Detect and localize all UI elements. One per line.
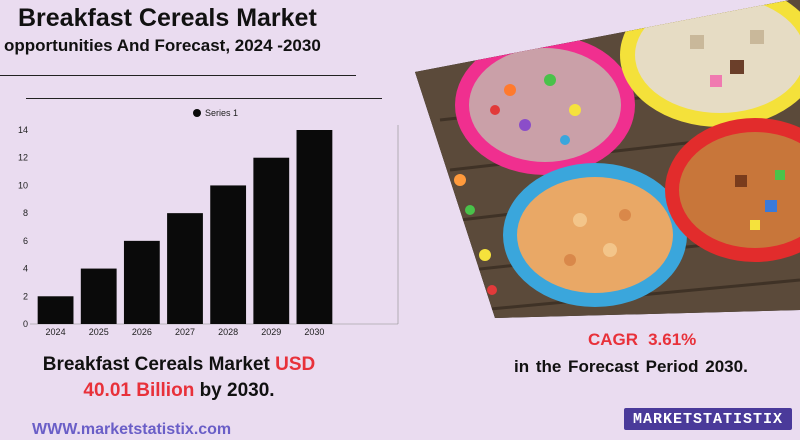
- chart-top-divider: [26, 98, 382, 99]
- page-subtitle: opportunities And Forecast, 2024 -2030: [4, 36, 321, 55]
- bar: [123, 240, 160, 324]
- headline-suffix: by 2030.: [194, 380, 275, 401]
- legend-marker: [193, 109, 201, 117]
- bar-chart: 0 2 4 6 8 10 12 14 2024 2025 2026 2027 2028 2029 2030 S…: [18, 108, 399, 337]
- x-tick-label: 2029: [261, 327, 281, 337]
- cereal-bowls-photo: [415, 0, 800, 318]
- y-tick-label: 6: [23, 236, 28, 246]
- bar: [37, 296, 74, 324]
- bar: [253, 157, 290, 324]
- x-tick-label: 2027: [175, 327, 195, 337]
- y-tick-label: 4: [23, 264, 28, 274]
- forecast-period-text: in the Forecast Period 2030.: [514, 357, 748, 376]
- market-value-headline: Breakfast Cereals Market USD 40.01 Billi…: [26, 352, 332, 404]
- brand-logo: MARKETSTATISTIX: [624, 408, 792, 430]
- x-tick-label: 2026: [132, 327, 152, 337]
- page-title: Breakfast Cereals Market: [18, 4, 317, 32]
- logo-text: MARKETSTATISTIX: [632, 410, 784, 428]
- headline-value: 40.01 Billion: [83, 380, 195, 401]
- bar: [167, 213, 203, 324]
- bar: [80, 268, 117, 324]
- y-tick-label: 14: [18, 125, 28, 135]
- headline-currency: USD: [275, 354, 316, 375]
- cagr-label: CAGR: [588, 330, 639, 349]
- x-tick-label: 2025: [89, 327, 109, 337]
- cagr-line: CAGR 3.61%: [588, 330, 696, 350]
- bar: [210, 185, 247, 324]
- y-tick-label: 8: [23, 208, 28, 218]
- x-tick-label: 2028: [218, 327, 238, 337]
- x-tick-label: 2024: [46, 327, 66, 337]
- y-tick-label: 2: [23, 291, 28, 301]
- x-tick-label: 2030: [304, 327, 324, 337]
- y-tick-label: 12: [18, 153, 28, 163]
- title-divider: [0, 75, 356, 76]
- legend-label: Series 1: [205, 108, 238, 118]
- y-tick-label: 0: [23, 319, 28, 329]
- cagr-value: 3.61%: [648, 330, 697, 349]
- website-link[interactable]: WWW.marketstatistix.com: [32, 421, 232, 438]
- bar: [296, 130, 333, 324]
- headline-prefix: Breakfast Cereals Market: [42, 354, 276, 375]
- y-tick-label: 10: [18, 180, 28, 190]
